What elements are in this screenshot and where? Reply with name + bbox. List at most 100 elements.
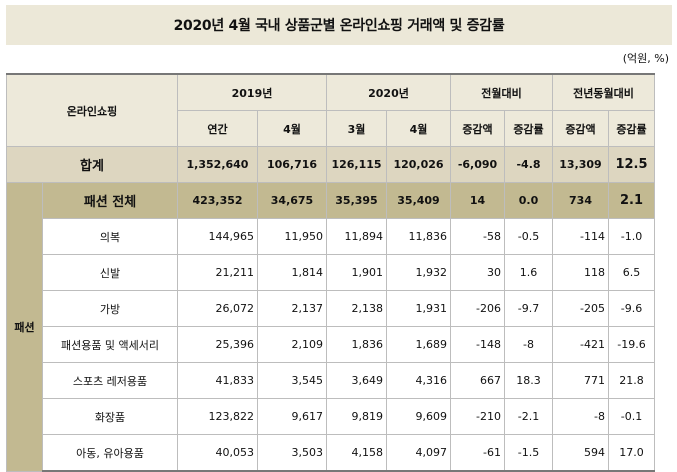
- header-annual: 연간: [177, 110, 258, 147]
- table-cell: -61: [450, 434, 505, 472]
- table-cell: -205: [552, 290, 609, 327]
- table-row: 아동, 유아용품 40,053 3,503 4,158 4,097 -61 -1…: [7, 434, 655, 472]
- total-cell: 13,309: [552, 146, 609, 183]
- header-mom-amount: 증감액: [450, 110, 505, 147]
- table-cell: -1.5: [504, 434, 553, 472]
- table-row: 신발 21,211 1,814 1,901 1,932 30 1.6 118 6…: [7, 254, 655, 291]
- total-cell: 1,352,640: [177, 146, 258, 183]
- table-cell: 11,950: [257, 218, 327, 255]
- table-cell: -148: [450, 326, 505, 363]
- table-cell: 3,649: [326, 362, 387, 399]
- row-label: 의복: [42, 218, 178, 255]
- table-cell: 18.3: [504, 362, 553, 399]
- table-cell: -1.0: [608, 218, 655, 255]
- total-label: 합계: [6, 146, 178, 183]
- total-cell: 126,115: [326, 146, 387, 183]
- fashion-total-cell: 35,409: [386, 182, 451, 219]
- table-cell: 667: [450, 362, 505, 399]
- table-cell: -421: [552, 326, 609, 363]
- table-cell: 1,932: [386, 254, 451, 291]
- table-cell: 771: [552, 362, 609, 399]
- fashion-total-row: 패션 패션 전체 423,352 34,675 35,395 35,409 14…: [6, 182, 655, 472]
- table-cell: 4,316: [386, 362, 451, 399]
- table-cell: -0.5: [504, 218, 553, 255]
- table-cell: 40,053: [177, 434, 258, 472]
- fashion-total-cell: 423,352: [177, 182, 258, 219]
- table-cell: 144,965: [177, 218, 258, 255]
- total-cell: -6,090: [450, 146, 505, 183]
- table-cell: 1,814: [257, 254, 327, 291]
- table-row: 가방 26,072 2,137 2,138 1,931 -206 -9.7 -2…: [7, 290, 655, 327]
- fashion-total-cell: 14: [450, 182, 505, 219]
- table-cell: 2,138: [326, 290, 387, 327]
- table-cell: 11,836: [386, 218, 451, 255]
- header-yoy-amount: 증감액: [552, 110, 609, 147]
- table-cell: 30: [450, 254, 505, 291]
- header-apr2020: 4월: [386, 110, 451, 147]
- page-title: 2020년 4월 국내 상품군별 온라인쇼핑 거래액 및 증감률: [6, 5, 672, 45]
- header-2019: 2019년: [177, 73, 327, 111]
- table-cell: -206: [450, 290, 505, 327]
- table-row: 스포츠 레저용품 41,833 3,545 3,649 4,316 667 18…: [7, 362, 655, 399]
- table-cell: 6.5: [608, 254, 655, 291]
- table-cell: -2.1: [504, 398, 553, 435]
- fashion-total-cell: 0.0: [504, 182, 553, 219]
- table-cell: 25,396: [177, 326, 258, 363]
- table-cell: 21.8: [608, 362, 655, 399]
- row-label: 신발: [42, 254, 178, 291]
- row-label: 화장품: [42, 398, 178, 435]
- table-cell: 26,072: [177, 290, 258, 327]
- total-row: 합계 1,352,640 106,716 126,115 120,026 -6,…: [6, 146, 655, 183]
- table-cell: -0.1: [608, 398, 655, 435]
- table-cell: -9.6: [608, 290, 655, 327]
- table-cell: 1,931: [386, 290, 451, 327]
- table-cell: 9,617: [257, 398, 327, 435]
- table-cell: 3,545: [257, 362, 327, 399]
- table-cell: 3,503: [257, 434, 327, 472]
- table-cell: 17.0: [608, 434, 655, 472]
- header-2020: 2020년: [326, 73, 451, 111]
- stats-table: 온라인쇼핑 2019년 2020년 전월대비 전년동월대비 연간 4월 3월 4…: [6, 73, 655, 472]
- table-cell: 21,211: [177, 254, 258, 291]
- row-label: 가방: [42, 290, 178, 327]
- total-cell: 12.5: [608, 146, 655, 183]
- table-cell: -8: [552, 398, 609, 435]
- header-mar2020: 3월: [326, 110, 387, 147]
- table-cell: 2,137: [257, 290, 327, 327]
- unit-note: (억원, %): [622, 52, 669, 65]
- total-cell: 120,026: [386, 146, 451, 183]
- table-cell: 1,901: [326, 254, 387, 291]
- table-cell: -210: [450, 398, 505, 435]
- table-cell: 2,109: [257, 326, 327, 363]
- row-label: 패션용품 및 액세서리: [42, 326, 178, 363]
- table-row: 패션용품 및 액세서리 25,396 2,109 1,836 1,689 -14…: [7, 326, 655, 363]
- fashion-total-cell: 34,675: [257, 182, 327, 219]
- header-apr2019: 4월: [257, 110, 327, 147]
- header-mom: 전월대비: [450, 73, 553, 111]
- row-label: 아동, 유아용품: [42, 434, 178, 472]
- table-cell: 1,836: [326, 326, 387, 363]
- table-row: 화장품 123,822 9,617 9,819 9,609 -210 -2.1 …: [7, 398, 655, 435]
- total-cell: -4.8: [504, 146, 553, 183]
- table-cell: -114: [552, 218, 609, 255]
- table-cell: -8: [504, 326, 553, 363]
- side-label-fashion: 패션: [6, 182, 43, 472]
- table-cell: 123,822: [177, 398, 258, 435]
- total-cell: 106,716: [257, 146, 327, 183]
- fashion-total-cell: 734: [552, 182, 609, 219]
- table-cell: -19.6: [608, 326, 655, 363]
- table-cell: 11,894: [326, 218, 387, 255]
- table-cell: -58: [450, 218, 505, 255]
- header-yoy-rate: 증감률: [608, 110, 655, 147]
- table-cell: 1,689: [386, 326, 451, 363]
- fashion-total-cell: 35,395: [326, 182, 387, 219]
- table-cell: 594: [552, 434, 609, 472]
- table-cell: 41,833: [177, 362, 258, 399]
- header-yoy: 전년동월대비: [552, 73, 655, 111]
- table-cell: 4,097: [386, 434, 451, 472]
- fashion-total-cell: 2.1: [608, 182, 655, 219]
- table-cell: 1.6: [504, 254, 553, 291]
- table-cell: -9.7: [504, 290, 553, 327]
- table-cell: 9,609: [386, 398, 451, 435]
- fashion-total-label: 패션 전체: [42, 182, 178, 219]
